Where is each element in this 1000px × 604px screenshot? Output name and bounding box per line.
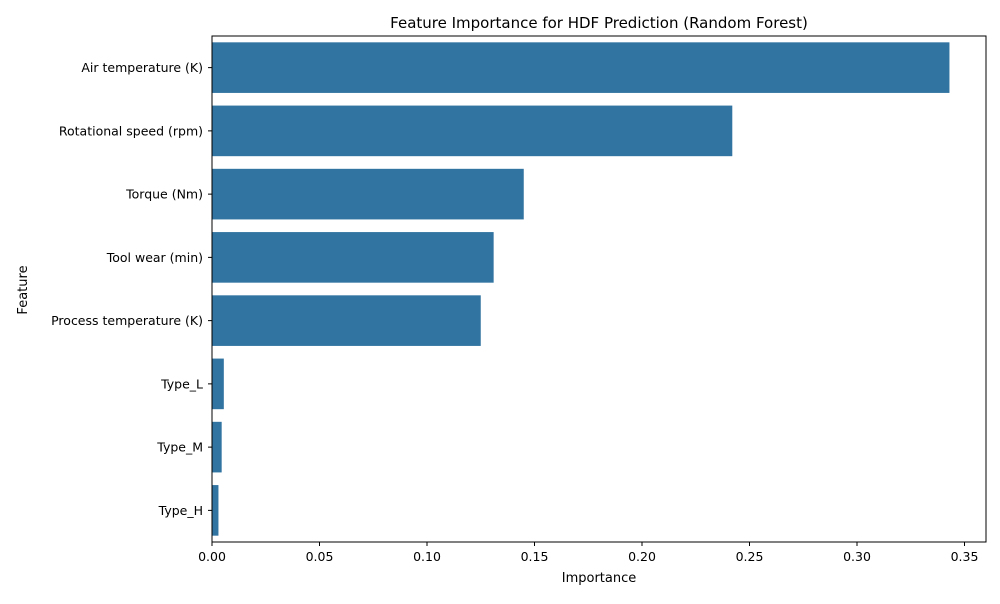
y-axis-label: Feature [16,265,31,314]
y-tick-label: Tool wear (min) [106,250,203,265]
bar-4 [212,232,494,283]
y-tick-label: Type_L [160,376,203,391]
chart-title: Feature Importance for HDF Prediction (R… [390,14,808,32]
bar-3 [212,168,524,220]
x-tick-label: 0.25 [736,549,764,564]
plot-frame [211,35,987,543]
bar-7 [212,421,222,473]
x-tick-label: 0.20 [628,549,656,564]
x-tick-label: 0.10 [413,549,441,564]
y-tick-label: Type_M [156,440,203,455]
x-tick-label: 0.00 [198,549,226,564]
x-axis-ticks: 0.00 0.05 0.10 0.15 0.20 0.25 0.30 0.35 [198,542,978,564]
y-tick-label: Process temperature (K) [51,313,203,328]
y-axis-ticks: Air temperature (K) Rotational speed (rpm… [51,60,212,518]
bar-6 [212,358,224,410]
bar-2 [212,105,733,157]
bar-5 [212,295,481,346]
bars-layer [212,42,950,536]
x-tick-label: 0.05 [306,549,334,564]
y-tick-label: Rotational speed (rpm) [59,123,203,138]
bar-1 [212,42,950,93]
x-tick-label: 0.30 [843,549,871,564]
x-tick-label: 0.35 [951,549,979,564]
y-tick-label: Torque (Nm) [125,187,203,202]
y-tick-label: Type_H [158,503,203,518]
bar-8 [212,485,219,536]
y-tick-label: Air temperature (K) [81,60,203,75]
x-tick-label: 0.15 [521,549,549,564]
x-axis-label: Importance [562,571,637,586]
